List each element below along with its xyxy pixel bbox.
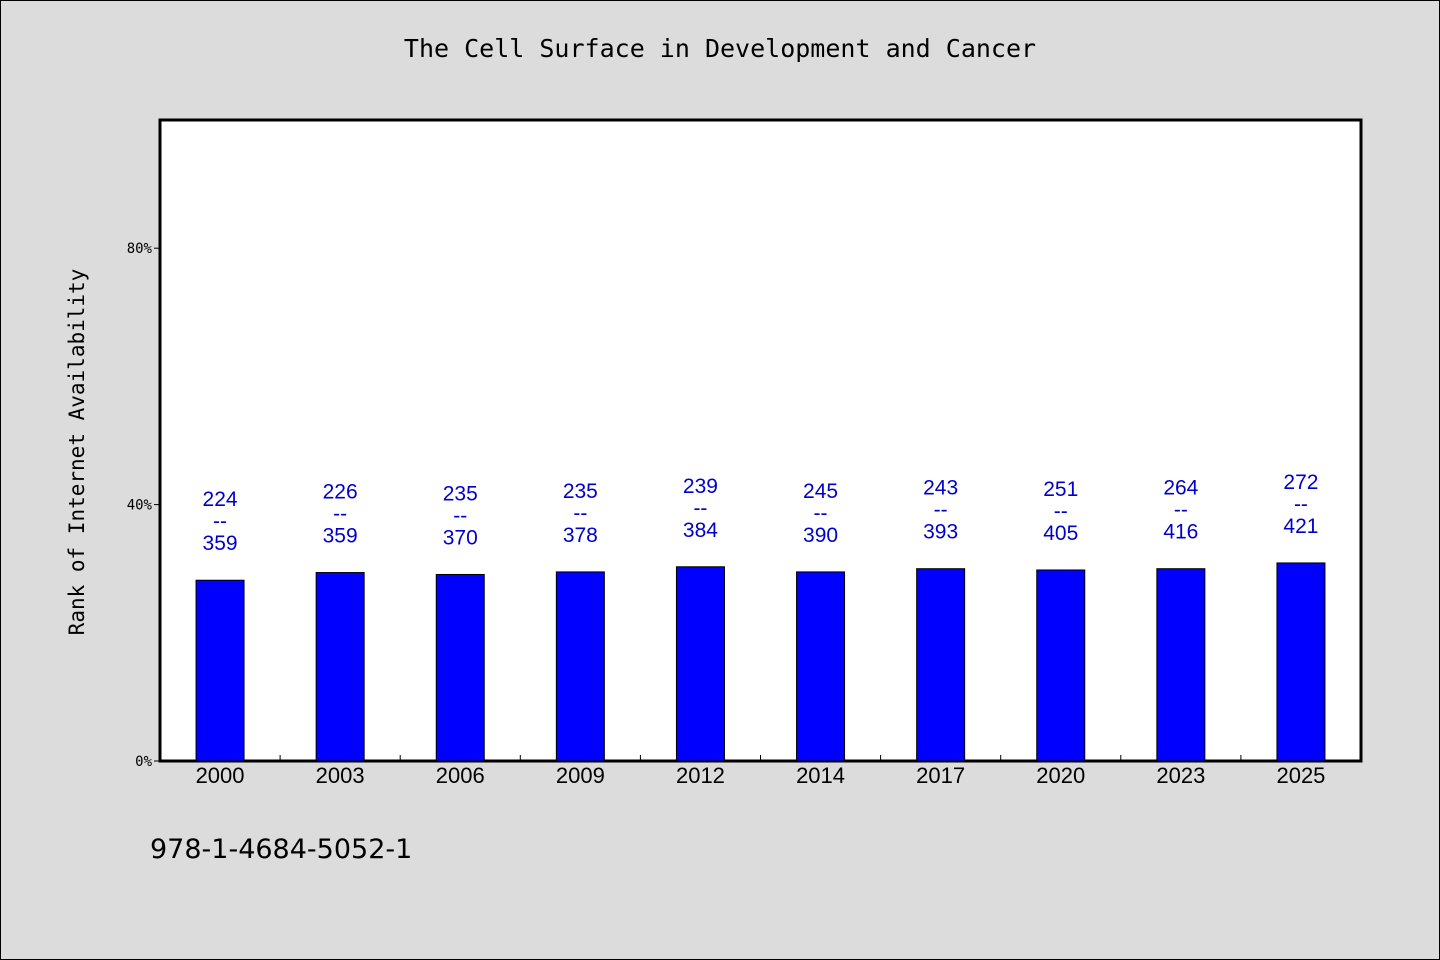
data-label-top: 264: [1163, 477, 1198, 500]
data-label-top: 224: [203, 488, 238, 511]
data-label-bottom: 390: [803, 524, 838, 547]
x-tick-label: 2025: [1276, 763, 1325, 788]
data-label-separator: --: [1054, 500, 1068, 523]
x-tick-label: 2020: [1036, 763, 1085, 788]
data-label-separator: --: [1294, 493, 1308, 516]
data-label-top: 239: [683, 475, 718, 498]
data-label-separator: --: [934, 499, 948, 522]
bar: [1036, 569, 1086, 762]
bar: [796, 571, 846, 762]
x-tick-label: 2023: [1156, 763, 1205, 788]
data-label-separator: --: [814, 502, 828, 525]
data-label-bottom: 393: [923, 521, 958, 544]
y-tick-label: 40%: [127, 498, 153, 514]
bar: [916, 568, 966, 762]
data-label-bottom: 405: [1043, 522, 1078, 545]
x-tick-label: 2017: [916, 763, 965, 788]
x-tick-label: 2014: [796, 763, 845, 788]
data-label-top: 272: [1283, 471, 1318, 494]
data-label-top: 235: [563, 480, 598, 503]
isbn-label: 978-1-4684-5052-1: [150, 834, 413, 865]
data-label-bottom: 416: [1163, 521, 1198, 544]
bar: [675, 566, 725, 762]
bars-layer: [195, 562, 1326, 762]
bar: [315, 572, 365, 762]
data-label-top: 226: [323, 481, 358, 504]
data-label-bottom: 370: [443, 526, 478, 549]
data-label-bottom: 421: [1283, 515, 1318, 538]
x-tick-label: 2003: [316, 763, 365, 788]
data-label-separator: --: [573, 502, 587, 525]
bar: [555, 571, 605, 762]
data-label-separator: --: [1174, 499, 1188, 522]
data-label-top: 243: [923, 477, 958, 500]
data-label-bottom: 384: [683, 519, 718, 542]
data-label-top: 251: [1043, 478, 1078, 501]
bar: [1276, 562, 1326, 762]
data-label-bottom: 359: [203, 532, 238, 555]
axis-layer: 2000 2003 2006 2009 2012 2014 2017 2020 2023 2025…: [127, 241, 1326, 788]
data-label-top: 245: [803, 480, 838, 503]
x-tick-label: 2006: [436, 763, 485, 788]
data-label-separator: --: [333, 503, 347, 526]
y-tick-label: 0%: [135, 754, 152, 770]
data-label-top: 235: [443, 482, 478, 505]
chart-title: The Cell Surface in Development and Canc…: [403, 34, 1037, 63]
data-label-separator: --: [693, 497, 707, 520]
data-label-bottom: 378: [563, 524, 598, 547]
data-label-bottom: 359: [323, 525, 358, 548]
data-label-separator: --: [213, 510, 227, 533]
x-tick-label: 2000: [196, 763, 245, 788]
bar: [195, 579, 245, 762]
annotations-layer: 224--359226--359235--370235--378239--384…: [203, 471, 1319, 555]
data-label-separator: --: [453, 504, 467, 527]
y-tick-label: 80%: [127, 241, 153, 257]
bar: [1156, 568, 1206, 762]
x-tick-label: 2012: [676, 763, 725, 788]
x-tick-label: 2009: [556, 763, 605, 788]
bar: [435, 573, 485, 762]
